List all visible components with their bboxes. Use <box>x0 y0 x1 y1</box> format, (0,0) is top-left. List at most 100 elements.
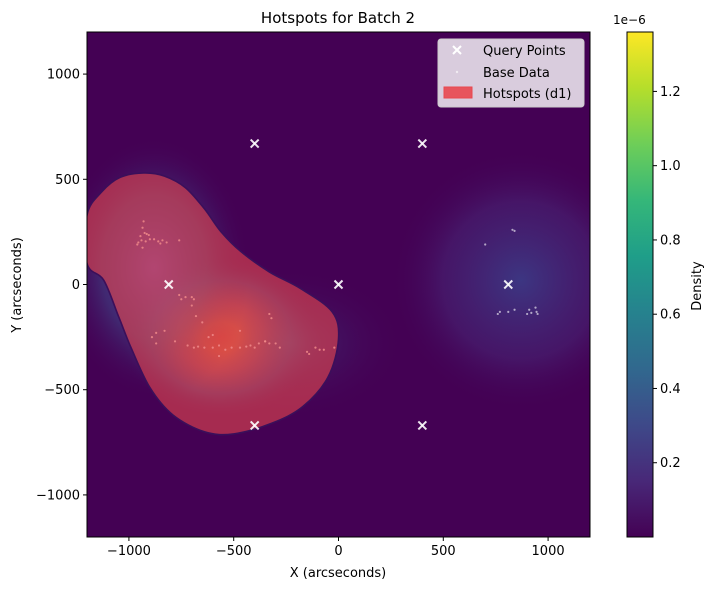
legend-item-base-data: Base Data <box>455 66 550 81</box>
base-data-point <box>147 233 150 237</box>
colorbar-tick-label: 1.0 <box>660 159 681 174</box>
density-blob <box>390 149 590 412</box>
base-data-point <box>513 229 516 232</box>
base-data-point <box>152 238 156 241</box>
base-data-point <box>196 345 200 348</box>
base-data-point <box>308 352 311 356</box>
base-data-point <box>507 310 510 313</box>
y-tick-label: −1000 <box>36 488 80 503</box>
base-data-point <box>318 348 321 351</box>
colorbar-tick-label: 1.2 <box>660 85 681 100</box>
base-data-point <box>270 317 273 320</box>
base-data-point <box>528 308 531 311</box>
legend-item-query-points: Query Points <box>452 44 566 59</box>
base-data-point <box>165 241 168 244</box>
colorbar: 1e−6 0.2 0.4 0.6 0.8 1.0 1.2 Density <box>613 13 705 538</box>
colorbar-tick-label: 0.2 <box>660 456 681 471</box>
y-tick-label: 0 <box>72 278 80 293</box>
base-data-point <box>178 239 181 242</box>
legend-label-hotspots: Hotspots (d1) <box>483 87 571 102</box>
x-tick-label: 0 <box>334 544 342 559</box>
base-data-point <box>333 346 336 349</box>
base-data-point <box>264 340 267 343</box>
colorbar-gradient <box>626 31 654 538</box>
base-data-point <box>513 308 516 311</box>
base-data-point <box>305 350 309 353</box>
base-data-point <box>268 342 271 345</box>
base-data-point <box>150 336 154 339</box>
base-data-points-in-hotspot <box>136 220 336 358</box>
base-data-point <box>511 228 514 231</box>
base-data-point <box>535 310 538 313</box>
base-data-point <box>139 235 142 238</box>
x-tick-label: 500 <box>431 544 456 559</box>
query-point <box>333 279 344 290</box>
query-point <box>249 420 260 431</box>
base-data-point <box>201 321 204 324</box>
legend-label-query-points: Query Points <box>483 44 566 59</box>
base-data-point <box>498 310 501 313</box>
patch-marker-icon <box>443 86 473 99</box>
base-data-point <box>211 333 214 337</box>
query-point <box>417 138 428 149</box>
base-data-point <box>257 342 260 345</box>
query-point <box>249 138 260 149</box>
query-points <box>164 138 513 431</box>
base-data-point <box>159 242 162 245</box>
query-point-stroke <box>333 279 344 290</box>
base-data-point <box>245 345 248 348</box>
base-data-point <box>173 340 177 343</box>
query-point <box>164 279 174 290</box>
y-tick-label: 1000 <box>47 68 80 83</box>
base-data-point <box>161 239 164 242</box>
colorbar-tick-label: 0.8 <box>660 233 681 248</box>
base-data-point <box>157 240 160 243</box>
base-data-point <box>155 331 158 334</box>
base-data-point <box>143 231 146 235</box>
base-data-point <box>530 311 533 315</box>
base-data-point <box>217 344 221 347</box>
query-point-stroke <box>249 138 260 149</box>
y-tick-label: −500 <box>44 383 80 398</box>
base-data-point <box>484 243 487 246</box>
base-data-point <box>192 298 195 301</box>
base-data-point <box>148 238 151 241</box>
y-axis-ticks: −1000 −500 0 500 1000 <box>36 68 87 503</box>
base-data-point <box>496 312 499 316</box>
base-data-point <box>238 329 242 332</box>
colorbar-tick-label: 0.6 <box>660 308 681 323</box>
y-axis-label: Y (arcseconds) <box>10 237 25 334</box>
query-point <box>417 420 428 431</box>
base-data-point <box>238 346 242 349</box>
base-data-point <box>155 342 158 345</box>
base-data-point <box>194 314 198 318</box>
colorbar-ticks: 0.2 0.4 0.6 0.8 1.0 1.2 <box>653 85 681 471</box>
base-data-point <box>163 329 166 332</box>
query-point-stroke <box>417 138 428 149</box>
base-data-point <box>137 241 140 244</box>
plot-area <box>87 32 590 537</box>
base-data-point <box>314 346 317 349</box>
base-data-point <box>274 342 277 345</box>
base-data-point <box>253 346 256 349</box>
base-data-point <box>192 346 195 349</box>
query-point-stroke <box>164 279 174 290</box>
base-data-point <box>203 346 206 349</box>
base-data-point <box>230 346 233 349</box>
query-point <box>503 279 513 290</box>
chart-title: Hotspots for Batch 2 <box>261 9 415 27</box>
x-marker-icon <box>452 45 462 55</box>
base-data-point <box>224 348 227 351</box>
base-data-point <box>142 220 145 223</box>
x-axis-label: X (arcseconds) <box>290 566 387 581</box>
colorbar-label: Density <box>690 261 705 311</box>
base-data-point <box>141 246 144 249</box>
base-data-point <box>217 354 221 358</box>
base-data-point <box>186 344 189 347</box>
x-tick-label: 1000 <box>532 544 565 559</box>
base-data-point <box>141 226 144 229</box>
query-point-stroke <box>417 420 428 431</box>
legend-label-base-data: Base Data <box>483 66 550 81</box>
base-data-point <box>184 296 187 299</box>
base-data-points <box>484 228 539 316</box>
